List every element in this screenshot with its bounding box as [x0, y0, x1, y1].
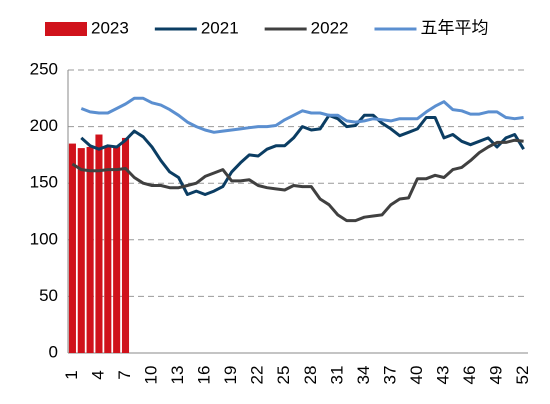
y-tick-label: 100 — [30, 229, 58, 248]
bar — [95, 134, 103, 353]
legend-swatch — [45, 22, 87, 36]
x-tick-label: 10 — [142, 366, 161, 385]
y-tick-label: 150 — [30, 173, 58, 192]
x-tick-label: 46 — [460, 366, 479, 385]
x-tick-label: 22 — [248, 366, 267, 385]
line — [80, 96, 524, 134]
bar — [121, 137, 130, 353]
x-tick-label: 37 — [380, 366, 399, 385]
bar — [77, 148, 85, 353]
x-tick-label: 49 — [487, 366, 506, 385]
y-tick-label: 250 — [30, 59, 58, 78]
x-tick-label: 34 — [354, 366, 373, 385]
x-tick-label: 13 — [168, 366, 187, 385]
legend-label: 2021 — [201, 18, 239, 37]
bar — [113, 145, 121, 353]
y-tick-label: 200 — [30, 116, 58, 135]
legend-label: 2022 — [311, 18, 349, 37]
legend-label: 2023 — [91, 18, 129, 37]
y-tick-label: 50 — [39, 286, 58, 305]
x-tick-label: 19 — [221, 366, 240, 385]
x-tick-label: 7 — [115, 370, 134, 379]
y-tick-label: 0 — [49, 342, 58, 361]
x-tick-label: 31 — [327, 366, 346, 385]
bar — [68, 143, 76, 353]
x-tick-label: 4 — [88, 370, 107, 379]
x-tick-label: 28 — [301, 366, 320, 385]
line — [71, 138, 524, 223]
x-tick-label: 52 — [513, 366, 532, 385]
bar — [104, 145, 112, 353]
bar — [86, 146, 94, 353]
x-tick-label: 43 — [433, 366, 452, 385]
x-tick-label: 16 — [195, 366, 214, 385]
legend-label: 五年平均 — [420, 18, 488, 37]
line — [80, 113, 525, 196]
x-tick-label: 40 — [407, 366, 426, 385]
x-tick-label: 1 — [62, 370, 81, 379]
x-tick-label: 25 — [274, 366, 293, 385]
